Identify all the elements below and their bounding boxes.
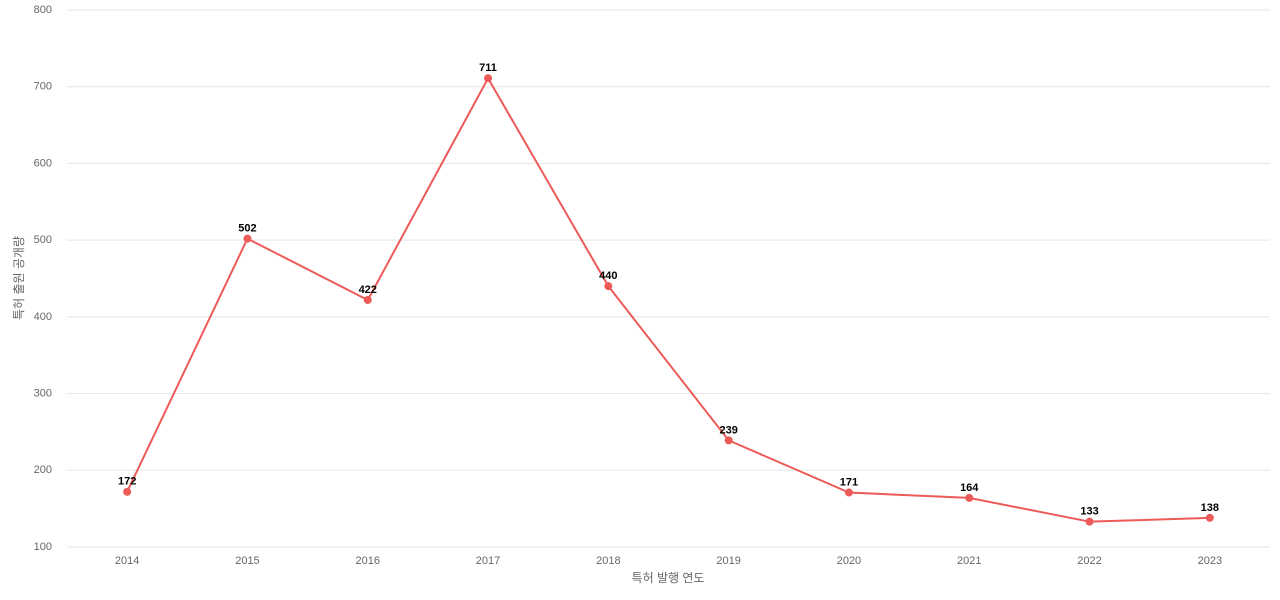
data-label: 440 [599, 270, 617, 282]
data-point [243, 234, 252, 243]
data-label: 502 [238, 223, 256, 235]
data-label: 138 [1201, 502, 1219, 514]
x-tick-label: 2015 [235, 555, 259, 567]
x-tick-label: 2018 [596, 555, 620, 567]
data-point [724, 436, 733, 445]
y-tick-label: 800 [34, 4, 52, 16]
data-point [965, 493, 974, 502]
y-tick-label: 300 [34, 387, 52, 399]
x-axis-title: 특허 발행 연도 [632, 570, 705, 585]
data-label: 164 [960, 482, 979, 494]
y-tick-label: 700 [34, 81, 52, 93]
y-tick-label: 200 [34, 464, 52, 476]
data-point [484, 74, 493, 83]
y-tick-label: 500 [34, 234, 52, 246]
x-tick-label: 2020 [837, 555, 861, 567]
data-label: 422 [359, 284, 377, 296]
data-point [1085, 517, 1094, 526]
data-label: 239 [719, 424, 737, 436]
x-tick-label: 2021 [957, 555, 981, 567]
x-tick-label: 2022 [1077, 555, 1101, 567]
x-tick-label: 2019 [716, 555, 740, 567]
data-point [123, 487, 132, 496]
data-label: 133 [1080, 506, 1098, 518]
data-point [1205, 513, 1214, 522]
y-tick-label: 400 [34, 311, 52, 323]
data-label: 172 [118, 476, 136, 488]
x-tick-label: 2017 [476, 555, 500, 567]
y-axis-title: 특허 출원 공개량 [12, 236, 26, 320]
x-tick-label: 2014 [115, 555, 139, 567]
data-point [604, 282, 613, 291]
data-label: 711 [479, 62, 497, 74]
data-label: 171 [840, 476, 858, 488]
data-line [126, 76, 1210, 523]
x-tick-label: 2023 [1198, 555, 1222, 567]
y-tick-label: 600 [34, 157, 52, 169]
data-point [844, 488, 853, 497]
y-tick-label: 100 [34, 541, 52, 553]
data-point [363, 295, 372, 304]
x-tick-label: 2016 [356, 555, 380, 567]
